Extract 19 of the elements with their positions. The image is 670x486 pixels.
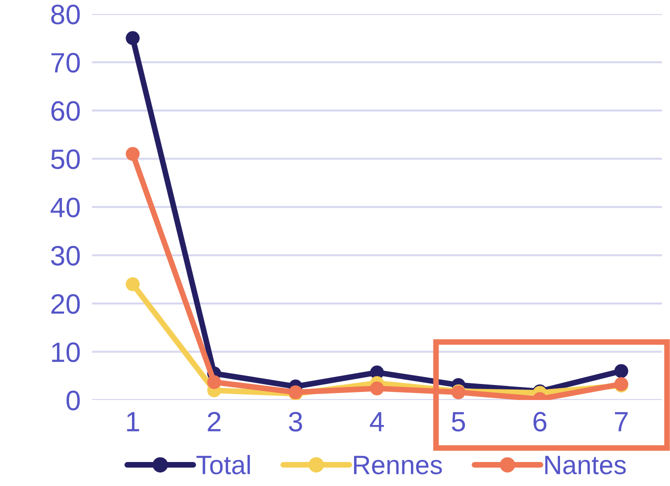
y-tick-label: 30 [51,246,80,266]
y-tick-label: 40 [50,198,80,218]
y-tick-label: 70 [51,52,80,73]
y-tick-label: 0 [66,390,80,410]
x-tick-label: 3 [288,412,302,432]
legend-label: Nantes [545,456,626,474]
x-tick-label: 7 [614,412,628,432]
x-tick-label: 4 [370,412,384,432]
legend-label: Total [196,454,250,474]
y-tick-label: 10 [52,342,80,362]
x-tick-label: 2 [208,412,220,432]
y-tick-label: 50 [51,149,80,170]
x-tick-label: 1 [127,412,140,432]
legend-label: Rennes [354,456,442,474]
y-tick-label: 80 [51,4,80,24]
y-tick-label: 20 [51,294,80,314]
x-tick-label: 6 [534,412,546,432]
x-tick-label: 5 [452,412,465,432]
y-tick-label: 60 [51,101,80,121]
